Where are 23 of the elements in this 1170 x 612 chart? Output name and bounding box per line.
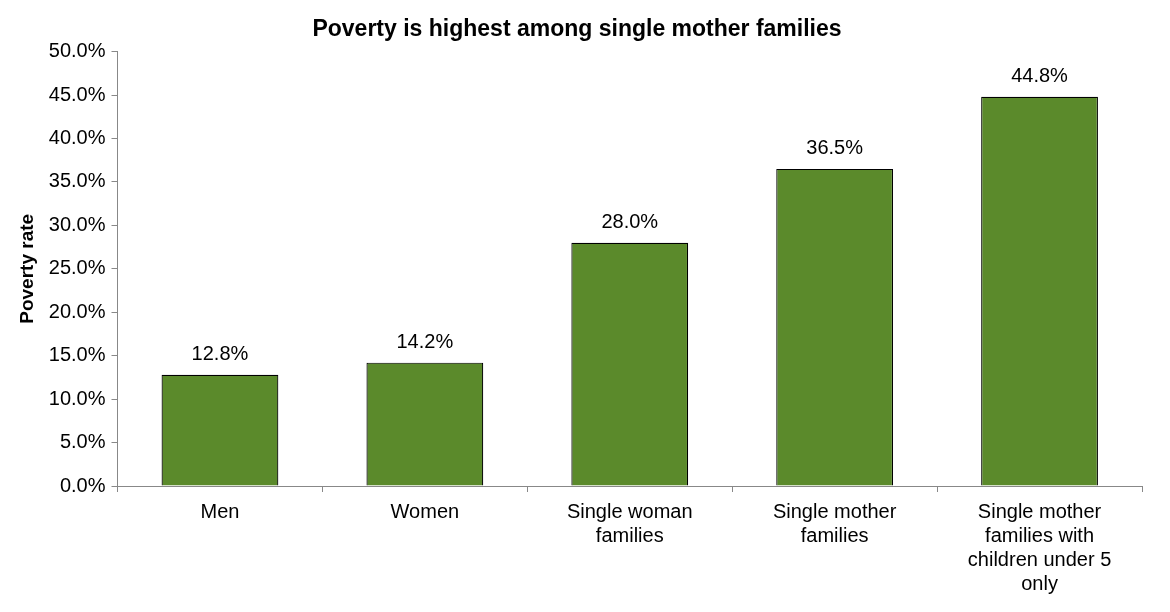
data-label: 14.2% [396, 330, 454, 353]
data-label: 44.8% [1011, 64, 1069, 87]
chart-title: Poverty is highest among single mother families [312, 15, 842, 42]
y-tick-label: 50.0% [48, 39, 106, 62]
data-label: 36.5% [806, 136, 864, 159]
y-axis-title: Poverty rate [15, 213, 37, 324]
y-tick-label: 0.0% [59, 473, 106, 496]
y-tick-label: 40.0% [48, 126, 106, 148]
y-tick-label: 30.0% [48, 212, 106, 235]
x-tick-label: Single mother families with children under 5 only [967, 499, 1112, 594]
x-tick-label: Women [390, 499, 460, 522]
data-label: 12.8% [191, 342, 249, 365]
x-tick-label: Single mother families [772, 499, 897, 546]
y-tick-label: 20.0% [48, 299, 106, 322]
x-tick-label: Single woman families [566, 499, 693, 546]
y-tick-label: 35.0% [48, 169, 106, 192]
y-tick-label: 45.0% [48, 82, 106, 105]
y-tick-label: 25.0% [48, 256, 106, 279]
x-tick-label: Men [200, 499, 240, 522]
data-label: 28.0% [601, 210, 659, 233]
y-tick-label: 15.0% [48, 343, 106, 366]
y-tick-label: 5.0% [59, 430, 106, 453]
y-tick-label: 10.0% [48, 386, 106, 409]
